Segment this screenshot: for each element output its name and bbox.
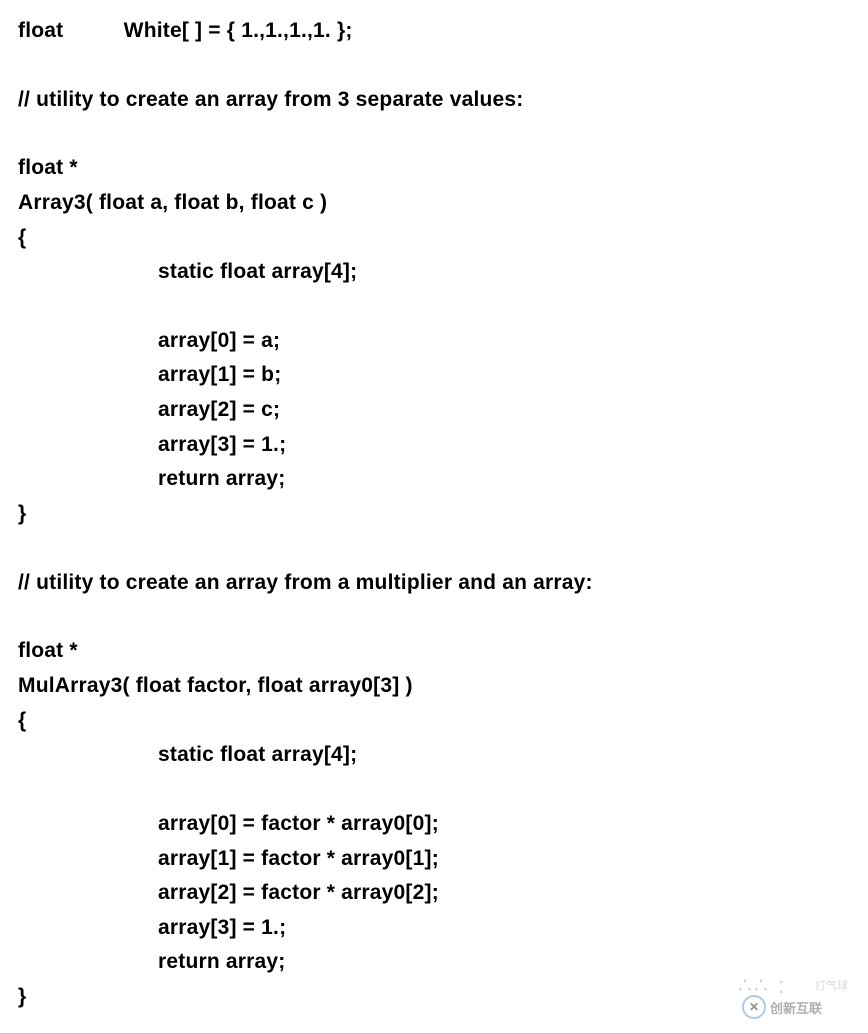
code-line: }	[18, 980, 850, 1015]
code-line: array[3] = 1.;	[18, 911, 850, 946]
code-line: // utility to create an array from 3 sep…	[18, 83, 850, 118]
code-line: {	[18, 704, 850, 739]
blank-line	[18, 600, 850, 634]
code-line: return array;	[18, 945, 850, 980]
blank-line	[18, 117, 850, 151]
code-line: array[0] = a;	[18, 324, 850, 359]
code-line: {	[18, 221, 850, 256]
code-line: static float array[4];	[18, 255, 850, 290]
code-line: array[2] = c;	[18, 393, 850, 428]
blank-line	[18, 532, 850, 566]
code-line: return array;	[18, 462, 850, 497]
code-line: // utility to create an array from a mul…	[18, 566, 850, 601]
code-line: Array3( float a, float b, float c )	[18, 186, 850, 221]
code-line: array[2] = factor * array0[2];	[18, 876, 850, 911]
code-line: static float array[4];	[18, 738, 850, 773]
code-line: }	[18, 497, 850, 532]
code-line: MulArray3( float factor, float array0[3]…	[18, 669, 850, 704]
code-block: float White[ ] = { 1.,1.,1.,1. }; // util…	[18, 14, 850, 1015]
blank-line	[18, 290, 850, 324]
code-line: float *	[18, 151, 850, 186]
blank-line	[18, 49, 850, 83]
code-line: array[3] = 1.;	[18, 428, 850, 463]
code-line: array[1] = b;	[18, 358, 850, 393]
code-line: array[0] = factor * array0[0];	[18, 807, 850, 842]
blank-line	[18, 773, 850, 807]
code-document: float White[ ] = { 1.,1.,1.,1. }; // util…	[0, 0, 868, 1034]
code-line: float White[ ] = { 1.,1.,1.,1. };	[18, 14, 850, 49]
code-line: array[1] = factor * array0[1];	[18, 842, 850, 877]
code-line: float *	[18, 634, 850, 669]
